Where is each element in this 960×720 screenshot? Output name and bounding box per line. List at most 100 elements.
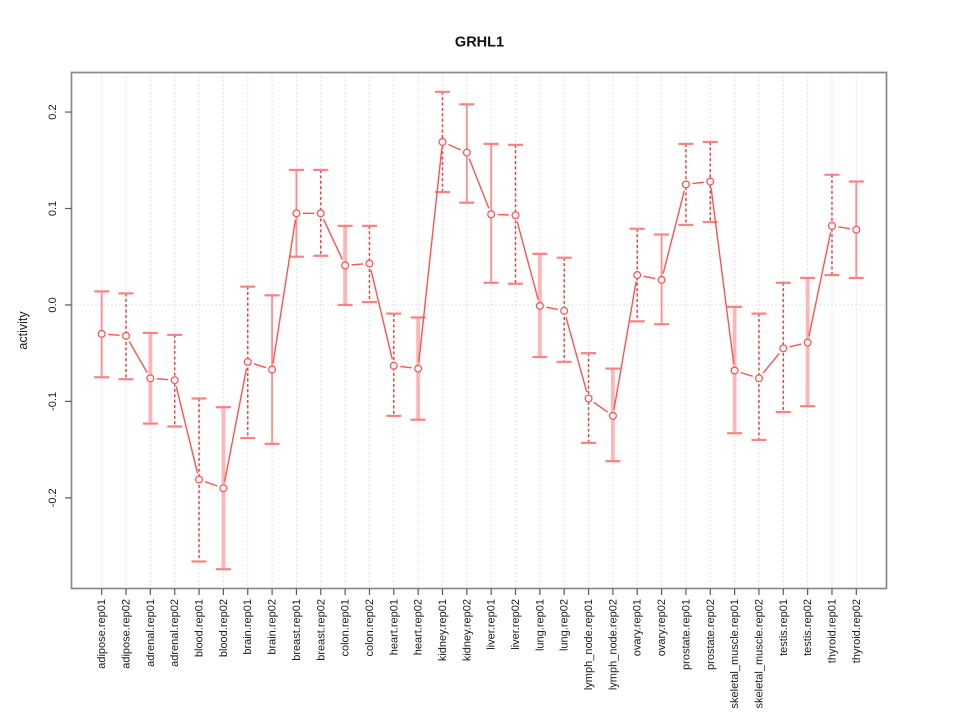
data-point (341, 261, 350, 270)
series-line-segment (108, 333, 120, 336)
x-tick-label: testis.rep01 (778, 599, 790, 656)
x-tick-label: lymph_node.rep02 (607, 599, 619, 690)
data-point (316, 209, 325, 218)
series-line-segment (613, 281, 637, 410)
x-tick-label: brain.rep02 (267, 599, 279, 655)
data-point (292, 209, 301, 218)
series-line-segment (322, 218, 343, 260)
data-point (681, 180, 690, 189)
series-line-segment (448, 143, 462, 151)
data-point (511, 211, 520, 220)
x-tick-label: adrenal.rep02 (169, 599, 181, 667)
data-point (462, 148, 471, 157)
series-line-segment (740, 371, 753, 377)
series-line-segment (762, 352, 780, 374)
data-point (535, 301, 544, 310)
series-line-segment (516, 221, 539, 300)
data-point (633, 271, 642, 280)
x-tick-label: thyroid.rep01 (826, 599, 838, 663)
x-tick-label: skeletal_muscle.rep02 (753, 599, 765, 708)
series-line-segment (808, 232, 832, 337)
x-tick-label: adrenal.rep01 (145, 599, 157, 667)
x-tick-label: skeletal_muscle.rep01 (729, 599, 741, 708)
series-line-segment (692, 181, 704, 185)
series-line-segment (351, 263, 364, 266)
data-point (170, 376, 179, 385)
data-point (827, 221, 836, 230)
series-line-segment (156, 378, 169, 381)
x-tick-label: kidney.rep02 (461, 599, 473, 661)
x-tick-label: breast.rep02 (315, 599, 327, 661)
chart-title: GRHL1 (455, 35, 504, 51)
y-axis-label: activity (16, 311, 30, 350)
data-point (389, 361, 398, 370)
series-line-segment (370, 269, 393, 360)
series-line-segment (838, 226, 851, 230)
data-point (487, 210, 496, 219)
series-line-segment (789, 343, 802, 348)
x-tick-label: lymph_node.rep01 (583, 599, 595, 690)
data-point (608, 411, 617, 420)
y-tick-label: 0.1 (47, 201, 59, 216)
y-tick-label: 0.2 (47, 104, 59, 119)
data-point (195, 475, 204, 484)
x-tick-label: adipose.rep01 (96, 599, 108, 669)
series-line-segment (128, 341, 148, 373)
data-point (243, 357, 252, 366)
data-point (803, 338, 812, 347)
series-line-segment (565, 316, 588, 393)
x-tick-label: breast.rep01 (291, 599, 303, 661)
x-tick-label: liver.rep01 (486, 599, 498, 650)
x-tick-label: lung.rep01 (534, 599, 546, 651)
data-point (560, 306, 569, 315)
x-tick-label: colon.rep02 (364, 599, 376, 657)
plot-frame (70, 71, 888, 590)
data-point (97, 329, 106, 338)
data-point (146, 374, 155, 383)
x-tick-label: testis.rep02 (802, 599, 814, 656)
data-point (268, 365, 277, 374)
series-line-segment (400, 365, 412, 369)
data-point (730, 366, 739, 375)
series-line-segment (593, 401, 609, 413)
x-tick-label: prostate.rep02 (705, 599, 717, 670)
x-tick-label: heart.rep01 (388, 599, 400, 655)
x-tick-label: colon.rep01 (340, 599, 352, 657)
series-line-segment (662, 190, 685, 274)
data-point (584, 394, 593, 403)
series-line-segment (272, 219, 297, 364)
data-point (754, 374, 763, 383)
x-tick-label: kidney.rep01 (437, 599, 449, 661)
y-tick-label: -0.1 (47, 392, 59, 411)
series-line-segment (223, 368, 248, 482)
data-point (122, 331, 131, 340)
data-point (438, 137, 447, 146)
series-line-segment (710, 187, 735, 365)
series-line-segment (546, 306, 558, 311)
x-tick-label: heart.rep02 (413, 599, 425, 655)
x-tick-label: ovary.rep02 (656, 599, 668, 656)
x-tick-label: lung.rep02 (559, 599, 571, 651)
x-tick-label: liver.rep02 (510, 599, 522, 650)
series-line-segment (468, 158, 490, 209)
series-line-segment (204, 481, 218, 487)
x-tick-label: thyroid.rep02 (851, 599, 863, 663)
data-point (414, 364, 423, 373)
x-tick-label: prostate.rep01 (680, 599, 692, 670)
data-point (706, 177, 715, 186)
data-point (852, 225, 861, 234)
x-tick-label: adipose.rep02 (121, 599, 133, 669)
data-point (657, 275, 666, 284)
series-line-segment (253, 363, 267, 369)
y-tick-label: 0.0 (47, 297, 59, 312)
series-line-segment (175, 386, 199, 474)
chart-generated-content: -0.2 -0.1 0.0 0.1 0.2 adipose.rep01 adipose.re… (47, 71, 888, 708)
series-line-segment (643, 275, 656, 280)
y-tick-label: -0.2 (47, 488, 59, 507)
data-point (365, 259, 374, 268)
x-tick-label: ovary.rep01 (632, 599, 644, 656)
x-tick-label: blood.rep02 (218, 599, 230, 657)
data-point (219, 484, 228, 493)
